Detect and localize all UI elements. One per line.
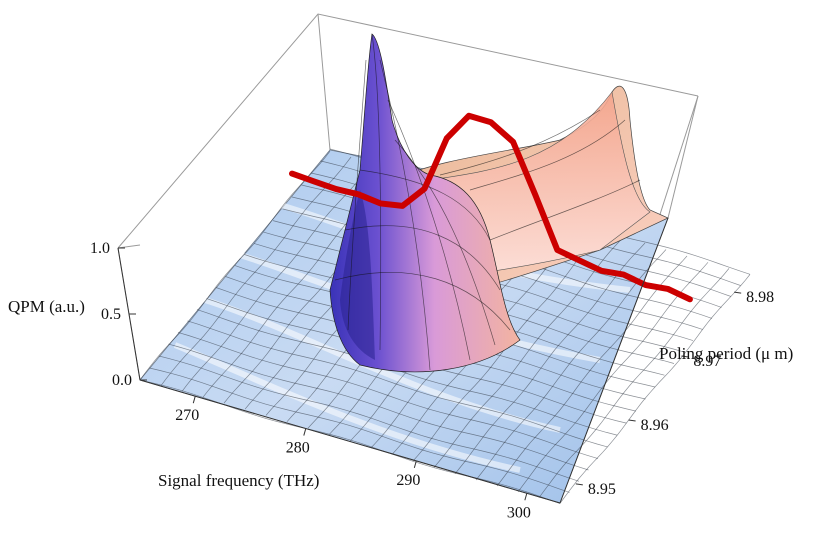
mesh-line-frequency — [496, 255, 688, 487]
mesh-line-period — [196, 309, 618, 436]
y-tick-8.96-label: 8.96 — [641, 417, 669, 434]
x-tick-270-mark — [192, 396, 196, 404]
x-tick-300-label: 300 — [507, 504, 531, 521]
x-tick-300-mark — [524, 493, 528, 501]
z-tick-0.5-label: 0.5 — [101, 306, 121, 323]
box-back-left-vertical — [317, 13, 331, 151]
x-axis-line — [139, 379, 561, 504]
mesh-line-period — [187, 320, 608, 448]
y-axis-line — [559, 217, 669, 504]
mesh-line-period — [139, 379, 561, 504]
mesh-line-period — [158, 355, 580, 482]
y-tick-8.95-label: 8.95 — [588, 481, 616, 498]
box-back-right-vertical — [667, 95, 699, 219]
x-axis-label: Signal frequency (THz) — [158, 471, 319, 490]
x-tick-270-label: 270 — [175, 407, 199, 424]
x-tick-290-label: 290 — [396, 472, 420, 489]
mesh-line-frequency — [139, 150, 331, 381]
x-tick-290-mark — [413, 460, 417, 469]
mesh-line-period — [168, 343, 589, 471]
mesh-line-frequency — [475, 249, 667, 481]
mesh-line-frequency — [538, 268, 730, 498]
z-axis-label: QPM (a.u.) — [8, 297, 85, 316]
mesh-line-frequency — [160, 156, 352, 386]
mesh-line-period — [149, 367, 570, 493]
z-tick-0.0-label: 0.0 — [112, 372, 132, 389]
qpm-highlight-curve — [289, 112, 693, 303]
mesh-line-frequency — [517, 262, 709, 493]
mesh-line-frequency — [454, 242, 646, 475]
mesh-line-frequency — [433, 236, 625, 468]
mesh-line-frequency — [181, 162, 373, 392]
y-tick-8.97-label: 8.97 — [693, 353, 721, 370]
axis-ticks: 270 280 290 300 8.95 8.96 8.97 8.98 0.0 0.5 1.0 — [90, 240, 774, 521]
surface-mesh — [139, 148, 751, 504]
y-tick-8.97-mark — [681, 355, 689, 358]
y-tick-8.98-mark — [734, 291, 742, 294]
z-tick-1.0-label: 1.0 — [90, 240, 110, 257]
y-tick-8.96-mark — [628, 419, 636, 422]
mesh-line-frequency — [559, 274, 751, 504]
y-tick-8.98-label: 8.98 — [746, 289, 774, 306]
y-axis-label: Poling period (μ m) — [659, 344, 793, 363]
surface-peak-mesh — [334, 33, 641, 371]
x-tick-280-label: 280 — [286, 440, 310, 457]
x-tick-280-mark — [303, 428, 307, 436]
y-tick-8.95-mark — [575, 483, 583, 486]
